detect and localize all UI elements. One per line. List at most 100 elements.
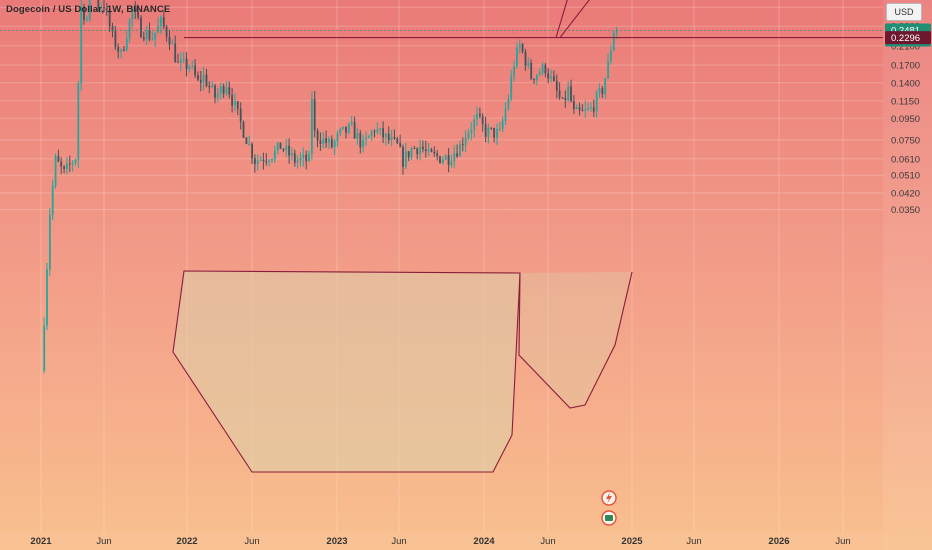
candle-body: [191, 65, 194, 67]
candle-body: [444, 155, 447, 160]
candle-body: [279, 142, 282, 149]
price-tick-label: 0.2100: [891, 41, 920, 52]
candle-body: [214, 85, 216, 98]
candle-body: [308, 153, 310, 162]
candle-body: [584, 109, 587, 111]
price-tick-label: 0.0510: [891, 171, 920, 182]
candle-body: [456, 153, 458, 157]
candle-body: [393, 136, 396, 139]
candle-body: [533, 78, 535, 80]
price-tick-label: 0.1150: [891, 96, 919, 107]
candle-body: [382, 128, 384, 138]
candle-body: [592, 107, 595, 112]
candle-body: [424, 149, 427, 151]
candle-body: [293, 153, 296, 163]
grid-lines: [0, 0, 883, 532]
candle-body: [461, 144, 464, 146]
candle-body: [362, 139, 364, 148]
candle-body: [236, 101, 239, 109]
candle-body: [536, 74, 538, 80]
price-tick-label: 0.0750: [891, 135, 920, 146]
candle-body: [174, 43, 177, 62]
candle-body: [328, 138, 330, 143]
candle-body: [399, 143, 402, 147]
candle-body: [80, 6, 83, 84]
candle-body: [450, 161, 453, 165]
price-tick-label: 0.0950: [891, 114, 920, 125]
candle-body: [507, 98, 510, 109]
candle-body: [291, 153, 293, 156]
candle-body: [587, 108, 589, 110]
candle-body: [561, 97, 564, 99]
symbol-title: Dogecoin / US Dollar, 1W, BINANCE: [6, 4, 171, 15]
candle-body: [49, 214, 51, 270]
candle-body: [316, 130, 319, 141]
candle-body: [322, 138, 325, 144]
candle-body: [447, 155, 450, 165]
candle-body: [516, 47, 518, 67]
candle-body: [177, 61, 179, 63]
candle-body: [541, 64, 544, 73]
candle-body: [199, 79, 202, 83]
candle-body: [336, 133, 339, 141]
candle-body: [208, 86, 211, 88]
time-tick-label: Jun: [835, 536, 850, 547]
time-tick-label: 2023: [326, 536, 347, 547]
candle-body: [103, 6, 105, 9]
event-icons: [601, 490, 617, 526]
candle-body: [68, 163, 71, 165]
candle-body: [43, 325, 46, 371]
projection-drawings: Log projectionLinear TGT: [0, 0, 883, 39]
price-axis[interactable]: 1.50001.20001.00000.80000.65000.50000.40…: [883, 0, 932, 550]
candle-body: [416, 148, 419, 155]
candle-body: [142, 37, 145, 40]
time-tick-label: Jun: [244, 536, 259, 547]
candle-body: [564, 97, 567, 101]
candle-body: [202, 74, 205, 83]
candle-body: [197, 75, 199, 80]
candle-body: [77, 83, 80, 160]
candle-body: [180, 59, 182, 63]
candle-body: [168, 36, 171, 45]
candle-body: [63, 166, 65, 169]
cup-pattern-drawings: [172, 270, 633, 473]
candle-body: [410, 148, 413, 158]
candle-body: [339, 128, 342, 134]
candle-body: [117, 47, 120, 52]
candle-body: [575, 107, 578, 110]
candle-body: [419, 146, 421, 154]
candle-body: [251, 143, 253, 159]
candle-body: [453, 153, 456, 162]
price-tick-label: 0.0420: [891, 188, 920, 199]
candle-body: [60, 161, 63, 167]
candle-body: [228, 87, 231, 95]
candle-body: [493, 128, 495, 138]
candle-body: [373, 131, 376, 133]
candle-body: [573, 101, 575, 110]
candle-body: [610, 50, 612, 62]
currency-button[interactable]: USD: [886, 3, 922, 21]
candle-body: [490, 127, 493, 129]
candle-body: [225, 87, 228, 94]
candle-body: [470, 129, 473, 133]
candle-body: [51, 185, 54, 215]
candle-body: [128, 19, 131, 39]
candle-body: [288, 145, 290, 156]
candles: [43, 0, 618, 374]
price-tick-label: 0.0610: [891, 154, 920, 165]
candle-body: [157, 25, 159, 33]
time-axis[interactable]: 2021 Jun 2022 Jun 2023 Jun 2024 Jun 2025 Jun 2026 J…: [0, 532, 883, 550]
candle-body: [436, 153, 439, 157]
candle-body: [57, 155, 60, 162]
candle-body: [501, 120, 504, 129]
candle-body: [140, 17, 142, 38]
candle-body: [333, 140, 336, 148]
candle-body: [185, 58, 188, 69]
candle-body: [137, 11, 139, 18]
candle-body: [165, 26, 168, 37]
candle-body: [342, 126, 345, 129]
candle-body: [476, 113, 478, 120]
candle-body: [422, 146, 424, 150]
